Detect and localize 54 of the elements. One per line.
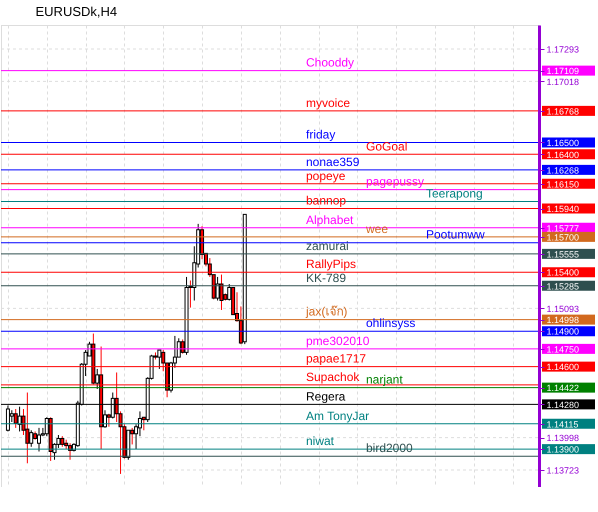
y-tick-label: 1.15285 xyxy=(546,281,580,292)
y-tick-label: 1.13998 xyxy=(546,433,580,444)
ref-line-label: KK-789 xyxy=(306,270,346,285)
y-tick-label: 1.15093 xyxy=(546,304,580,314)
y-tick-label: 1.14422 xyxy=(546,383,580,394)
ref-line-label: jax(เจ๊ก) xyxy=(305,304,348,319)
ref-line-label: Chooddy xyxy=(306,56,354,70)
y-tick-label: 1.16268 xyxy=(546,165,580,176)
ref-line-label: pme302010 xyxy=(306,334,370,348)
y-tick-label: 1.14280 xyxy=(546,400,580,410)
ref-line-label: GoGoal xyxy=(366,139,408,154)
y-tick-label: 1.14998 xyxy=(546,315,580,326)
ref-line-label: ohlinsyss xyxy=(366,316,416,330)
candlestick xyxy=(157,350,162,370)
chart-title: EURUSDk,H4 xyxy=(36,4,118,19)
y-tick-label: 1.14900 xyxy=(546,326,580,337)
y-tick-label: 1.15555 xyxy=(546,249,580,260)
ref-line-label: Regera xyxy=(306,389,346,404)
y-tick-label: 1.13900 xyxy=(546,444,580,455)
y-tick-label: 1.17018 xyxy=(546,76,580,87)
ref-line-label: Teerapong xyxy=(426,186,483,200)
candlestick xyxy=(68,442,72,460)
ref-line-label: zamurai xyxy=(306,238,349,253)
candlestick xyxy=(60,436,64,448)
y-tick-label: 1.14115 xyxy=(546,419,578,430)
ref-line-label: popeye xyxy=(306,168,346,183)
y-tick-label: 1.15777 xyxy=(546,223,580,234)
y-tick-label: 1.17109 xyxy=(546,66,580,76)
y-tick-label: 1.14600 xyxy=(546,362,580,372)
y-tick-label: 1.14750 xyxy=(546,344,580,354)
y-tick-label: 1.16400 xyxy=(546,150,580,160)
candlestick xyxy=(29,430,34,448)
y-tick-label: 1.16768 xyxy=(546,106,580,116)
y-tick-label: 1.15400 xyxy=(546,268,580,278)
y-tick-label: 1.15700 xyxy=(546,232,580,242)
ref-line-label: RallyPips xyxy=(306,257,356,272)
candlestick xyxy=(216,276,220,302)
y-tick-label: 1.16500 xyxy=(546,138,580,148)
ref-line-label: papae1717 xyxy=(306,352,366,366)
ref-line-label: narjant xyxy=(366,372,404,387)
ref-line-label: myvoice xyxy=(306,96,350,110)
ref-line-label: niwat xyxy=(306,434,335,448)
candlestick xyxy=(14,408,18,428)
y-tick-label: 1.17293 xyxy=(546,44,580,54)
ref-line-label: Alphabet xyxy=(306,212,354,227)
ref-line-label: Supachok xyxy=(306,370,360,384)
y-tick-label: 1.13723 xyxy=(546,466,580,476)
candlestick xyxy=(37,427,41,452)
y-tick-label: 1.16150 xyxy=(546,179,580,190)
candlestick xyxy=(219,274,224,310)
y-tick-label: 1.15940 xyxy=(546,204,580,214)
ref-line-label: friday xyxy=(306,127,336,142)
ref-line-label: Am TonyJar xyxy=(306,408,370,423)
ref-line-label: nonae359 xyxy=(306,154,360,169)
